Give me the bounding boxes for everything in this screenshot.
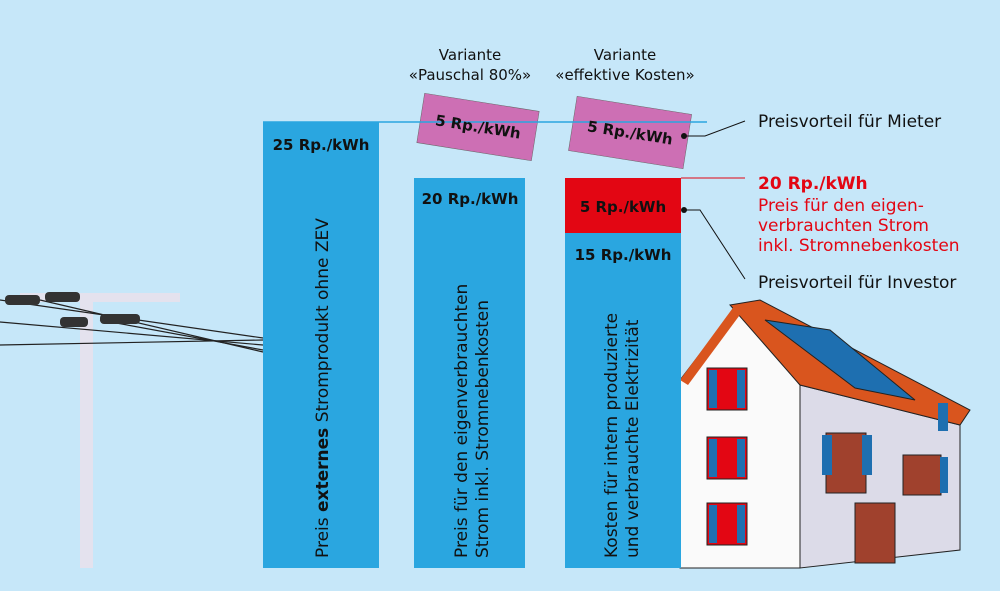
annotation: verbrauchten Strom	[758, 216, 929, 236]
heading: Variante	[594, 46, 656, 64]
price: 20 Rp./kWh	[422, 190, 519, 208]
annotation: 20 Rp./kWh	[758, 174, 868, 194]
caption-part: Preis	[313, 512, 333, 558]
bar-external	[263, 122, 379, 568]
caption-part: externes	[313, 428, 333, 512]
bar-effektiv	[565, 233, 681, 568]
heading: Variante	[439, 46, 501, 64]
caption: Preis externes Stromprodukt ohne ZEV	[313, 218, 333, 558]
bar-segment-red	[565, 178, 681, 233]
caption-part: Stromprodukt ohne ZEV	[313, 218, 333, 428]
heading: «effektive Kosten»	[555, 66, 694, 84]
annotation: Preis für den eigen-	[758, 196, 924, 216]
caption: Strom inkl. Stromnebenkosten	[473, 300, 493, 558]
heading: «Pauschal 80%»	[409, 66, 531, 84]
leader-lines	[684, 120, 746, 280]
caption: und verbrauchte Elektrizität	[623, 319, 643, 558]
dot	[681, 133, 687, 139]
pink-block	[416, 92, 540, 162]
price: 15 Rp./kWh	[575, 246, 672, 264]
annotation: Preisvorteil für Mieter	[758, 112, 941, 132]
dot	[681, 207, 687, 213]
annotation: inkl. Stromnebenkosten	[758, 236, 960, 256]
bar-pauschal	[414, 178, 525, 568]
caption: Kosten für intern produzierte	[602, 313, 622, 558]
annotation: Preisvorteil für Investor	[758, 273, 956, 293]
pink-block	[568, 95, 692, 170]
price: 25 Rp./kWh	[273, 136, 370, 154]
power-pole	[0, 292, 264, 568]
house	[679, 299, 971, 569]
price: 5 Rp./kWh	[580, 198, 666, 216]
caption: Preis für den eigenverbrauchten	[452, 284, 472, 558]
